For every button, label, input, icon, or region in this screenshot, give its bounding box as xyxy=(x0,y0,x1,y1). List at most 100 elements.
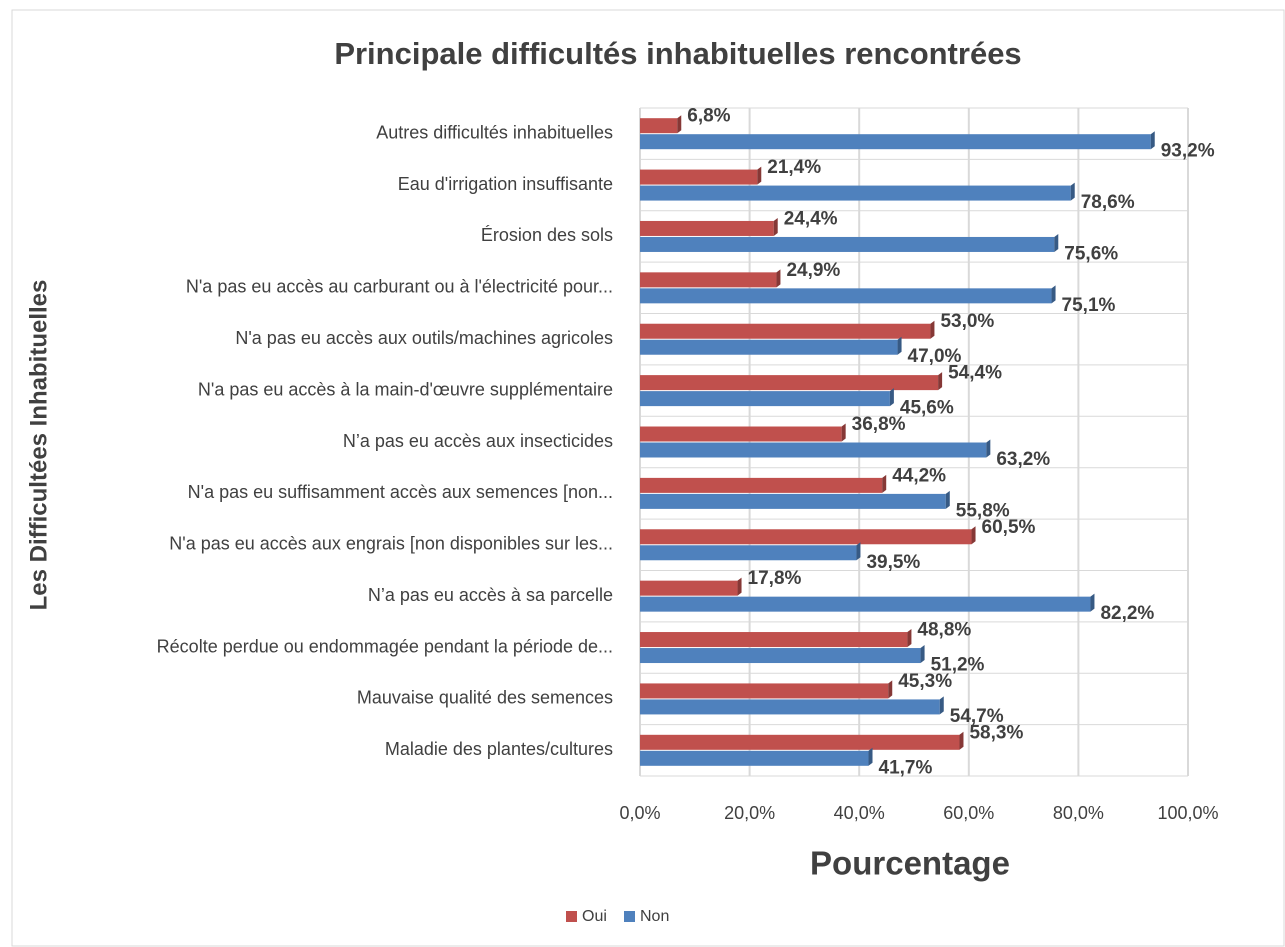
y-tick-label: N'a pas eu accès aux engrais [non dispon… xyxy=(169,534,613,554)
bar-side xyxy=(882,474,887,493)
bar-side xyxy=(945,490,950,509)
data-label: 54,7% xyxy=(950,706,1004,727)
legend-label: Non xyxy=(640,908,669,925)
data-label: 17,8% xyxy=(748,568,802,589)
data-label: 39,5% xyxy=(866,552,920,573)
bar xyxy=(640,683,889,699)
bar-side xyxy=(1070,182,1075,201)
legend-swatch xyxy=(624,911,635,922)
bar-side xyxy=(939,696,944,715)
data-label: 6,8% xyxy=(687,106,730,127)
bar xyxy=(640,648,921,664)
y-tick-label: N'a pas eu suffisamment accès aux semenc… xyxy=(188,482,613,502)
bar xyxy=(640,134,1151,150)
bar-side xyxy=(986,439,991,458)
bar-side xyxy=(757,166,762,185)
y-tick-label: N'a pas eu accès à la main-d'œuvre suppl… xyxy=(198,379,613,399)
y-tick-label: N’a pas eu accès aux insecticides xyxy=(343,431,613,451)
bar-side xyxy=(889,388,894,407)
legend-swatch xyxy=(566,911,577,922)
x-tick-label: 40,0% xyxy=(834,803,885,823)
bar-side xyxy=(1051,285,1056,304)
legend-label: Oui xyxy=(582,908,607,925)
bar xyxy=(640,375,939,391)
y-tick-label: Érosion des sols xyxy=(481,225,613,245)
x-tick-label: 100,0% xyxy=(1157,803,1218,823)
data-label: 47,0% xyxy=(908,346,962,367)
data-label: 60,5% xyxy=(982,517,1036,538)
y-tick-label: N’a pas eu accès à sa parcelle xyxy=(368,585,613,605)
bar xyxy=(640,750,869,766)
bar xyxy=(640,272,777,288)
data-label: 54,4% xyxy=(948,363,1002,384)
data-label: 75,6% xyxy=(1064,243,1118,264)
data-label: 82,2% xyxy=(1100,603,1154,624)
bar-side xyxy=(1150,131,1155,150)
bar xyxy=(640,734,960,750)
data-label: 53,0% xyxy=(940,311,994,332)
data-label: 36,8% xyxy=(852,414,906,435)
data-label: 24,4% xyxy=(784,208,838,229)
bar xyxy=(640,185,1071,201)
bar-side xyxy=(920,645,925,664)
bar xyxy=(640,493,946,509)
bar-side xyxy=(677,115,682,134)
bar xyxy=(640,118,678,134)
bar-side xyxy=(773,217,778,236)
bar xyxy=(640,339,898,355)
y-tick-label: Maladie des plantes/cultures xyxy=(385,739,613,759)
x-tick-label: 20,0% xyxy=(724,803,775,823)
data-label: 45,3% xyxy=(898,671,952,692)
y-tick-label: N'a pas eu accès aux outils/machines agr… xyxy=(235,328,613,348)
x-tick-label: 60,0% xyxy=(943,803,994,823)
y-tick-label: N'a pas eu accès au carburant ou à l'éle… xyxy=(186,277,613,297)
x-tick-label: 80,0% xyxy=(1053,803,1104,823)
data-label: 51,2% xyxy=(931,655,985,676)
data-label: 58,3% xyxy=(969,722,1023,743)
bar xyxy=(640,529,972,545)
y-tick-label: Autres difficultés inhabituelles xyxy=(376,122,613,142)
bar xyxy=(640,323,931,339)
bar-side xyxy=(938,372,943,391)
bar-side xyxy=(856,542,861,561)
data-label: 78,6% xyxy=(1081,192,1135,213)
data-label: 24,9% xyxy=(786,260,840,281)
bar xyxy=(640,288,1052,304)
bar xyxy=(640,220,774,236)
x-tick-label: 0,0% xyxy=(619,803,660,823)
bar xyxy=(640,391,890,407)
bar-side xyxy=(897,336,902,355)
data-label: 45,6% xyxy=(900,398,954,419)
data-label: 44,2% xyxy=(892,465,946,486)
bar xyxy=(640,442,987,458)
bar xyxy=(640,426,842,442)
x-axis-label: Pourcentage xyxy=(810,845,1010,882)
data-label: 21,4% xyxy=(767,157,821,178)
bar-side xyxy=(930,320,935,339)
data-label: 93,2% xyxy=(1161,141,1215,162)
bar xyxy=(640,545,857,561)
bar-side xyxy=(1054,233,1059,252)
data-label: 41,7% xyxy=(879,757,933,778)
bar xyxy=(640,632,908,648)
data-label: 55,8% xyxy=(956,500,1010,521)
data-label: 48,8% xyxy=(917,620,971,641)
bar xyxy=(640,596,1091,612)
bar-side xyxy=(959,731,964,750)
y-tick-label: Eau d'irrigation insuffisante xyxy=(398,174,613,194)
bar-side xyxy=(776,269,781,288)
bar xyxy=(640,236,1055,252)
y-axis-label: Les Difficultées Inhabituelles xyxy=(25,280,52,611)
bar-side xyxy=(1090,593,1095,612)
bar xyxy=(640,169,758,185)
bar xyxy=(640,477,883,493)
bar-side xyxy=(971,526,976,545)
bar xyxy=(640,580,738,596)
bar-side xyxy=(737,577,742,596)
y-tick-label: Mauvaise qualité des semences xyxy=(357,688,613,708)
chart-title: Principale difficultés inhabituelles ren… xyxy=(334,36,1021,71)
bar-side xyxy=(841,423,846,442)
data-label: 75,1% xyxy=(1062,295,1116,316)
y-tick-label: Récolte perdue ou endommagée pendant la … xyxy=(157,636,613,656)
